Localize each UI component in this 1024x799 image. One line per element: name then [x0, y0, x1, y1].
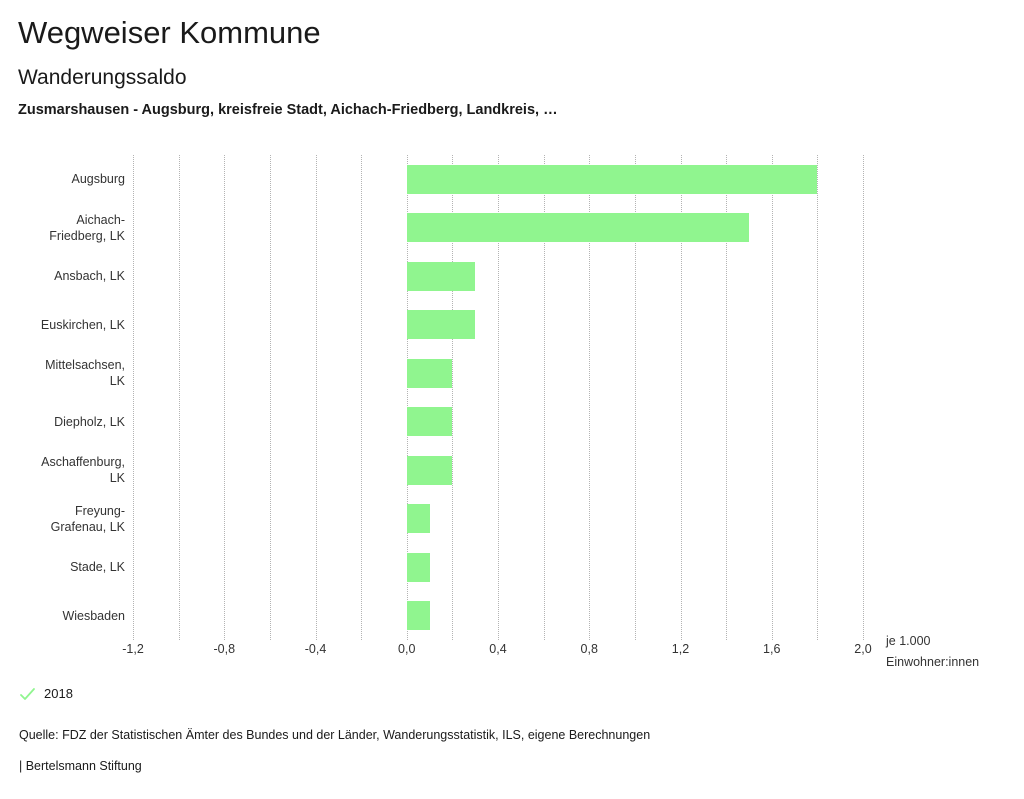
x-tick-label: 0,4	[489, 642, 507, 656]
category-label: Wiesbaden	[62, 608, 125, 623]
bar[interactable]	[406, 552, 430, 582]
gridline	[315, 155, 317, 640]
category-label: Aichach- Friedberg, LK	[49, 212, 125, 243]
gridline	[406, 155, 408, 640]
x-tick-label: -1,2	[122, 642, 144, 656]
chart-footer: Quelle: FDZ der Statistischen Ämter des …	[19, 727, 999, 775]
x-tick-label: 0,8	[580, 642, 598, 656]
x-tick-label: -0,4	[304, 642, 327, 656]
check-icon	[20, 687, 35, 701]
check-icon-svg	[20, 687, 35, 700]
bar[interactable]	[406, 213, 749, 243]
category-label: Aschaffenburg, LK	[41, 455, 125, 486]
bar[interactable]	[406, 358, 453, 388]
value-axis: -1,2 -0,8 -0,4 0,0 0,4 0,8 1,2 1,6 2,0	[0, 640, 1024, 670]
axis-unit-line2: Einwohner:innen	[886, 655, 980, 669]
bar[interactable]	[406, 601, 430, 631]
gridline	[726, 155, 728, 640]
bar[interactable]	[406, 504, 430, 534]
category-label: Diepholz, LK	[54, 414, 125, 429]
gridline	[634, 155, 636, 640]
axis-unit-line1: je 1.000	[886, 634, 931, 648]
bar[interactable]	[406, 261, 476, 291]
source-text: Quelle: FDZ der Statistischen Ämter des …	[19, 728, 651, 742]
gridline	[817, 155, 819, 640]
gridline	[178, 155, 180, 640]
brand-text: | Bertelsmann Stiftung	[19, 759, 142, 773]
plot-area	[133, 155, 864, 640]
gridline	[269, 155, 271, 640]
chart-subtitle: Wanderungssaldo	[18, 66, 187, 89]
x-tick-label: 1,2	[671, 642, 690, 656]
x-tick-label: 1,6	[763, 642, 781, 656]
gridline	[498, 155, 499, 640]
gridline	[361, 155, 363, 640]
bar[interactable]	[406, 455, 453, 485]
category-label: Freyung- Grafenau, LK	[50, 503, 125, 534]
category-label: Stade, LK	[70, 560, 125, 575]
chart-context-label: Zusmarshausen - Augsburg, kreisfreie Sta…	[18, 102, 558, 118]
legend-item-label: 2018	[44, 686, 73, 701]
category-label: Ansbach, LK	[54, 269, 125, 284]
category-axis: Augsburg Aichach- Friedberg, LK Ansbach, L…	[0, 155, 125, 640]
gridline	[771, 155, 773, 640]
x-tick-label: -0,8	[213, 642, 236, 656]
bar[interactable]	[406, 164, 818, 194]
category-label: Euskirchen, LK	[40, 317, 125, 332]
gridline	[680, 155, 682, 640]
bar[interactable]	[406, 407, 453, 437]
chart-legend[interactable]: 2018	[20, 686, 73, 702]
category-label: Augsburg	[71, 172, 125, 187]
page-title: Wegweiser Kommune	[18, 15, 321, 50]
chart-header: Wegweiser Kommune Wanderungssaldo Zusmar…	[18, 14, 998, 120]
bar[interactable]	[406, 310, 476, 340]
x-tick-label: 2,0	[854, 642, 872, 656]
gridline	[224, 155, 226, 640]
gridline	[863, 155, 864, 640]
x-tick-label: 0,0	[398, 642, 416, 656]
axis-unit-label: je 1.000 Einwohner:innen	[886, 631, 979, 673]
category-label: Mittelsachsen, LK	[45, 358, 125, 389]
gridline	[589, 155, 591, 640]
gridline	[133, 155, 134, 640]
chart-area: Augsburg Aichach- Friedberg, LK Ansbach, L…	[0, 150, 1024, 670]
gridline	[452, 155, 454, 640]
gridline	[543, 155, 545, 640]
